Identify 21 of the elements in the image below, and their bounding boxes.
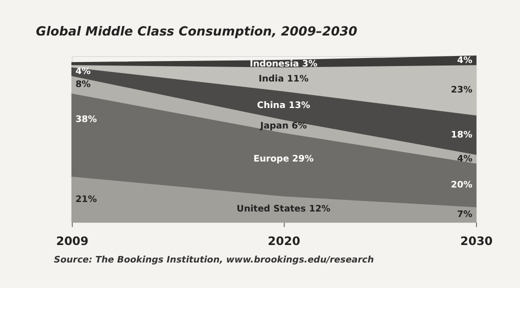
- text: Indonesia 3%: [250, 59, 318, 70]
- x-tick-label: 2009: [56, 234, 89, 248]
- data-label: 4%: [457, 56, 472, 66]
- data-label: 8%: [75, 80, 91, 90]
- data-label: 4%: [457, 154, 472, 164]
- text: Japan 6%: [260, 122, 307, 132]
- data-label: 21%: [75, 194, 97, 205]
- data-label: 23%: [450, 86, 472, 96]
- x-tick-label: 2020: [268, 234, 300, 248]
- source-note: Source: The Bookings Institution, www.brookings.edu/research: [54, 256, 374, 266]
- data-label: 38%: [75, 115, 97, 126]
- text: Europe 29%: [253, 154, 314, 164]
- x-tick-label: 2030: [460, 234, 493, 248]
- data-label: 18%: [450, 130, 472, 140]
- text: United States 12%: [236, 204, 330, 215]
- data-label: 4%: [75, 66, 91, 77]
- text: India 11%: [258, 74, 308, 85]
- chart-title: Global Middle Class Consumption, 2009–2030: [36, 23, 358, 38]
- data-label: 7%: [457, 210, 472, 220]
- data-label: 20%: [450, 180, 472, 191]
- text: China 13%: [257, 100, 310, 111]
